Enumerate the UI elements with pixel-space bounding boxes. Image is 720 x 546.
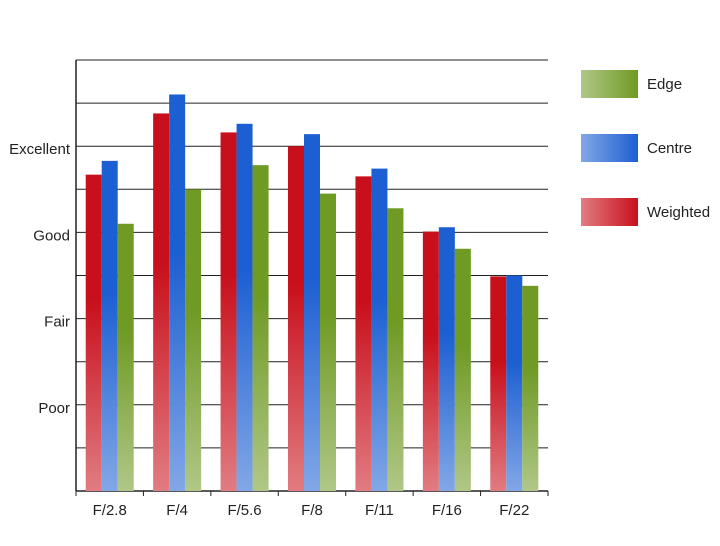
- x-tick-label: F/11: [365, 502, 394, 519]
- y-tick-label: Poor: [38, 400, 70, 417]
- bar: [169, 94, 186, 491]
- bar: [185, 189, 202, 492]
- bar: [371, 168, 388, 491]
- bar: [117, 223, 134, 491]
- bar: [85, 174, 102, 491]
- bar: [304, 134, 320, 491]
- bar: [422, 231, 439, 491]
- bar: [288, 146, 304, 491]
- bar: [220, 132, 237, 491]
- bar: [506, 275, 523, 491]
- legend-label: Centre: [647, 140, 692, 157]
- y-tick-label: Fair: [44, 314, 70, 331]
- x-tick-label: F/2.8: [93, 502, 127, 519]
- y-tick-label: Good: [33, 227, 70, 244]
- legend-swatch: [581, 198, 638, 226]
- bar: [252, 165, 269, 491]
- bar: [490, 276, 507, 491]
- legend-label: Edge: [647, 76, 682, 93]
- x-tick-label: F/22: [499, 502, 529, 519]
- bar: [355, 176, 372, 491]
- x-tick-label: F/4: [166, 502, 188, 519]
- bar: [387, 208, 404, 491]
- x-tick-label: F/8: [301, 502, 323, 519]
- legend-swatch: [581, 70, 638, 98]
- bar: [236, 123, 253, 492]
- x-tick-label: F/5.6: [227, 502, 261, 519]
- x-tick-label: F/16: [432, 502, 462, 519]
- bar: [153, 113, 170, 491]
- bar: [101, 160, 118, 491]
- bar: [438, 227, 455, 491]
- legend-swatch: [581, 134, 638, 162]
- bar: [320, 193, 336, 492]
- bar: [454, 248, 471, 491]
- y-tick-label: Excellent: [9, 141, 71, 158]
- legend-label: Weighted: [647, 204, 710, 221]
- bar: [522, 285, 539, 491]
